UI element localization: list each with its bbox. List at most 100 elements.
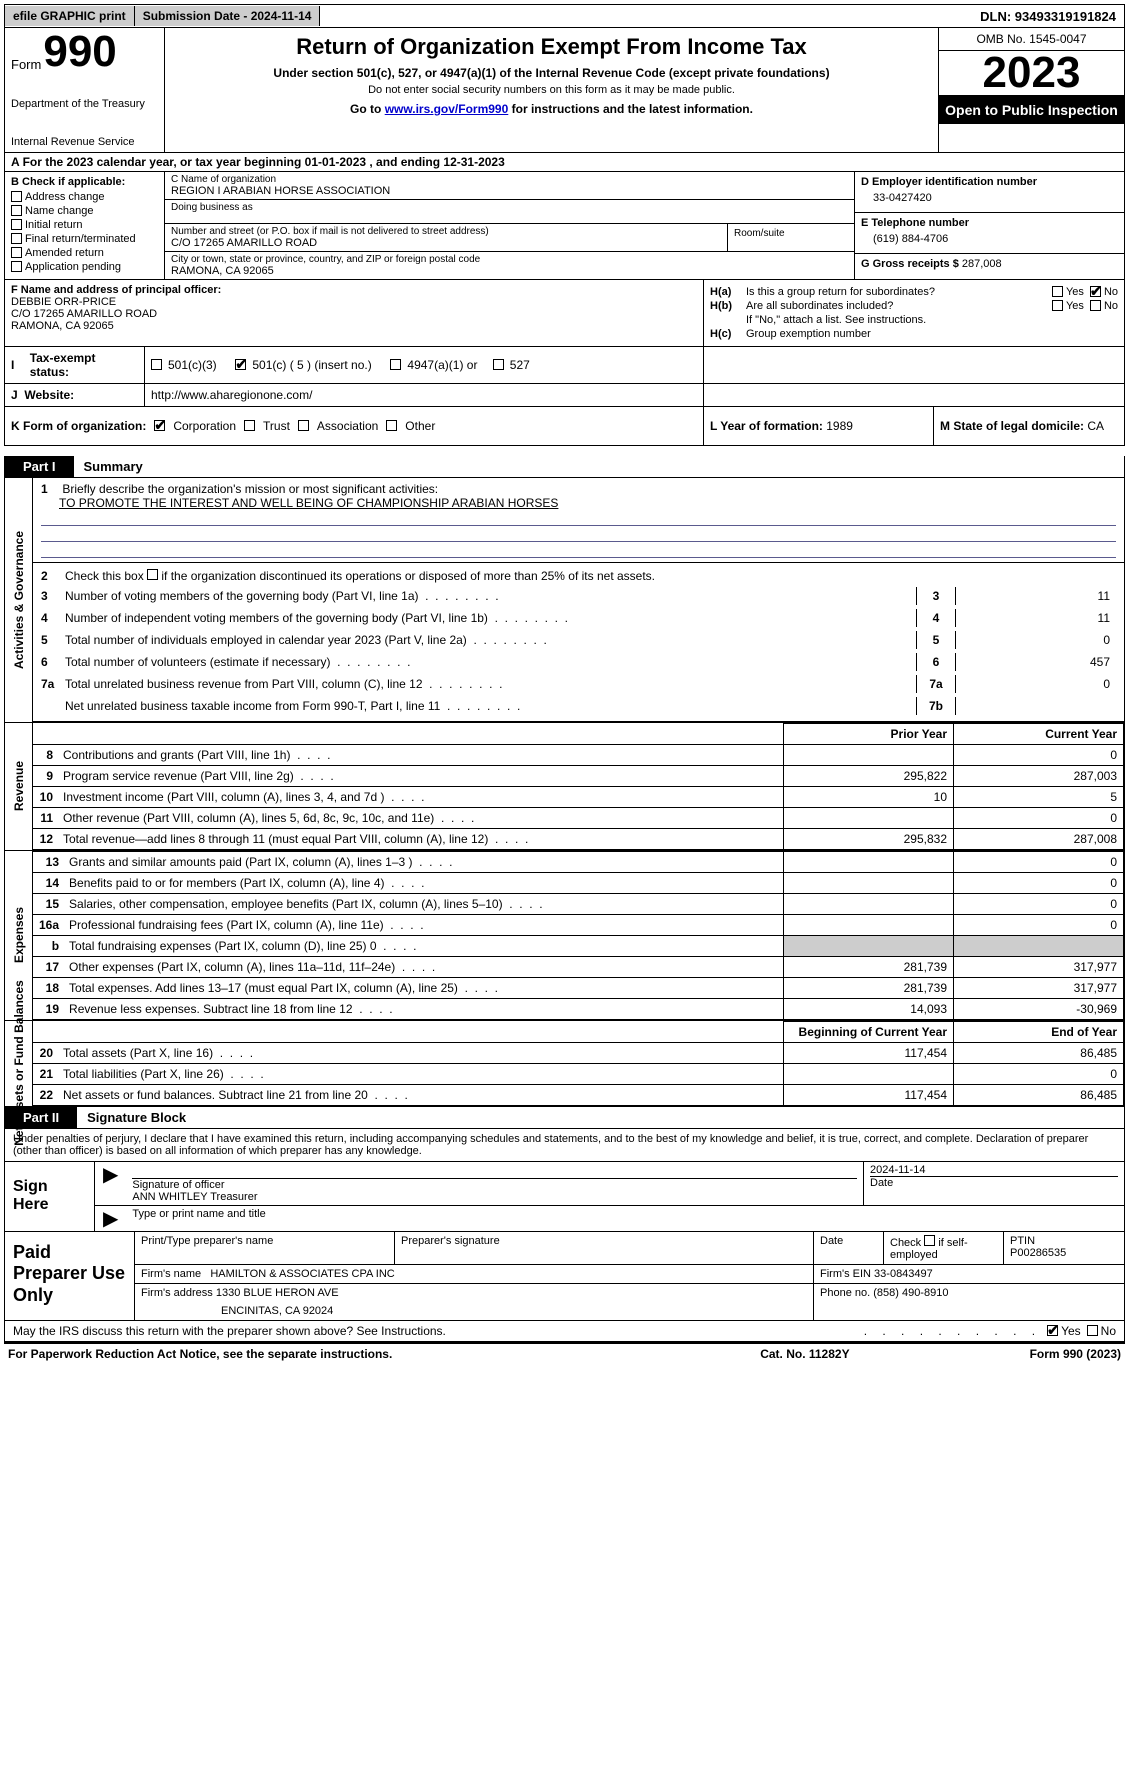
checkbox-final-return[interactable] [11,233,22,244]
form-title-box: Return of Organization Exempt From Incom… [165,28,939,152]
phone-label: E Telephone number [861,217,1118,229]
fin-line-18: 18Total expenses. Add lines 13–17 (must … [33,977,1124,998]
discuss-yes-checkbox[interactable] [1047,1325,1058,1336]
hb-yes-checkbox[interactable] [1052,300,1063,311]
efile-print-button[interactable]: efile GRAPHIC print [5,6,135,26]
officer-label: F Name and address of principal officer: [11,284,697,296]
ha-no-checkbox[interactable] [1090,286,1101,297]
checkbox-discontinued[interactable] [147,569,158,580]
checkbox-initial-return[interactable] [11,219,22,230]
part1-tab: Part I [5,456,74,477]
box-c: C Name of organization REGION I ARABIAN … [165,172,854,279]
ein-label: D Employer identification number [861,176,1118,188]
netassets-section: Net Assets or Fund Balances Beginning of… [4,1021,1125,1107]
hb-no-checkbox[interactable] [1090,300,1101,311]
firm-addr1: 1330 BLUE HERON AVE [216,1287,339,1299]
city-value: RAMONA, CA 92065 [171,265,848,277]
sig-officer-label: Signature of officer [132,1178,857,1191]
sign-arrow-icon-2: ▶ [95,1206,126,1231]
block-fh: F Name and address of principal officer:… [4,280,1125,347]
checkbox-address-change[interactable] [11,191,22,202]
footer-form: Form 990 (2023) [1030,1347,1121,1361]
part1-header: Part I Summary [4,456,1125,478]
checkbox-501c[interactable] [235,359,246,370]
checkbox-amended-return[interactable] [11,247,22,258]
checkbox-527[interactable] [493,359,504,370]
hc-question: Group exemption number [746,328,1118,340]
year-formation: 1989 [826,419,853,433]
irs-form990-link[interactable]: www.irs.gov/Form990 [385,102,509,116]
officer-addr1: C/O 17265 AMARILLO ROAD [11,308,697,320]
checkbox-4947[interactable] [390,359,401,370]
preparer-block: Paid Preparer Use Only Print/Type prepar… [4,1232,1125,1321]
gov-line-4: 4Number of independent voting members of… [33,607,1124,629]
hc-tag: H(c) [710,328,746,340]
fin-line-10: 10Investment income (Part VIII, column (… [33,786,1124,807]
box-b-header: B Check if applicable: [11,176,158,188]
mission-text: TO PROMOTE THE INTEREST AND WELL BEING O… [59,496,558,510]
fin-line-9: 9Program service revenue (Part VIII, lin… [33,765,1124,786]
form-title: Return of Organization Exempt From Incom… [173,34,930,60]
dept-irs: Internal Revenue Service [11,136,158,148]
activities-governance: Activities & Governance 1 Briefly descri… [4,478,1125,723]
form-header: Form 990 Department of the Treasury Inte… [4,28,1125,153]
checkbox-self-employed[interactable] [924,1235,935,1246]
firm-addr2: ENCINITAS, CA 92024 [221,1305,807,1317]
dept-treasury: Department of the Treasury [11,98,158,110]
dba-label: Doing business as [171,202,848,213]
line2-text: Check this box if the organization disco… [65,569,1116,583]
part2-declaration: Under penalties of perjury, I declare th… [4,1129,1125,1162]
ha-question: Is this a group return for subordinates? [746,286,1046,298]
discuss-no-checkbox[interactable] [1087,1325,1098,1336]
checkbox-corporation[interactable] [154,420,165,431]
prep-date-label: Date [814,1232,884,1264]
ptin-value: P00286535 [1010,1247,1118,1259]
gov-line-5: 5Total number of individuals employed in… [33,629,1124,651]
type-name-label: Type or print name and title [126,1206,1124,1231]
expenses-table: 13Grants and similar amounts paid (Part … [33,851,1124,1020]
fin-line-12: 12Total revenue—add lines 8 through 11 (… [33,828,1124,849]
part1-title: Summary [74,456,153,477]
gross-label: G Gross receipts $ [861,258,962,270]
website-value: http://www.aharegionone.com/ [151,388,312,402]
phone-value: (619) 884-4706 [861,229,1118,249]
checkbox-name-change[interactable] [11,205,22,216]
fin-line-14: 14Benefits paid to or for members (Part … [33,872,1124,893]
officer-name: DEBBIE ORR-PRICE [11,296,697,308]
top-bar: efile GRAPHIC print Submission Date - 20… [4,4,1125,28]
fin-line-16a: 16aProfessional fundraising fees (Part I… [33,914,1124,935]
org-name-label: C Name of organization [171,174,848,185]
sig-date-label: Date [870,1176,1118,1189]
fin-line-8: 8Contributions and grants (Part VIII, li… [33,744,1124,765]
hb-question: Are all subordinates included? [746,300,1046,312]
checkbox-501c3[interactable] [151,359,162,370]
box-f: F Name and address of principal officer:… [5,280,704,346]
col-current-year: Current Year [954,723,1124,744]
submission-date-label: Submission Date - 2024-11-14 [135,6,321,26]
sig-date-value: 2024-11-14 [870,1164,1118,1176]
checkbox-trust[interactable] [244,420,255,431]
block-bcd: B Check if applicable: Address change Na… [4,172,1125,280]
prep-name-label: Print/Type preparer's name [135,1232,395,1264]
ha-yes-checkbox[interactable] [1052,286,1063,297]
tax-year: 2023 [939,51,1124,96]
form-number: 990 [43,32,116,72]
col-end-year: End of Year [954,1021,1124,1042]
checkbox-other[interactable] [386,420,397,431]
website-label: Website: [24,388,74,402]
firm-ein: 33-0843497 [874,1268,933,1280]
fin-line-15: 15Salaries, other compensation, employee… [33,893,1124,914]
state-domicile: CA [1087,419,1104,433]
form-subtitle-2: Do not enter social security numbers on … [173,84,930,96]
prep-sig-label: Preparer's signature [395,1232,814,1264]
discuss-question: May the IRS discuss this return with the… [13,1324,446,1338]
ptin-label: PTIN [1010,1235,1118,1247]
form-year-box: OMB No. 1545-0047 2023 Open to Public In… [939,28,1124,152]
checkbox-app-pending[interactable] [11,261,22,272]
checkbox-association[interactable] [298,420,309,431]
city-label: City or town, state or province, country… [171,254,848,265]
preparer-label: Paid Preparer Use Only [5,1232,135,1320]
discuss-row: May the IRS discuss this return with the… [4,1321,1125,1342]
revenue-section: Revenue Prior Year Current Year 8Contrib… [4,723,1125,851]
part2-title: Signature Block [77,1107,196,1128]
